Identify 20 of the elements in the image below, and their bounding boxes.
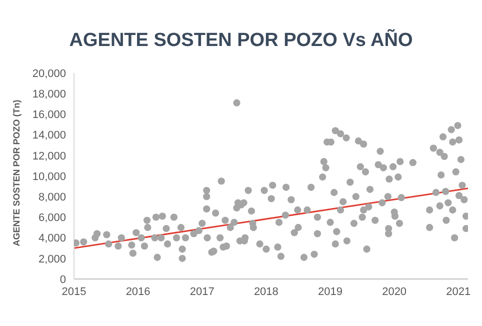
y-tick-label: 2,000 <box>38 253 66 266</box>
x-tick-label: 2020 <box>382 286 407 298</box>
y-axis-title: AGENTE SOSTEN POR POZO (Tn) <box>11 100 22 246</box>
y-tick-label: 6,000 <box>38 212 66 224</box>
x-tick-label: 2018 <box>254 286 278 298</box>
y-tick-label: 18,000 <box>32 88 66 101</box>
x-tick-label: 2016 <box>126 286 150 298</box>
y-tick-label: 4,000 <box>38 232 66 245</box>
y-tick-label: 0 <box>60 274 66 286</box>
x-tick-label: 2015 <box>62 286 86 298</box>
x-tick-label: 2019 <box>318 286 342 298</box>
y-tick-label: 20,000 <box>32 68 66 80</box>
y-tick-label: 16,000 <box>32 109 66 122</box>
chart-title: AGENTE SOSTEN POR POZO Vs AÑO <box>68 28 414 53</box>
y-tick-label: 14,000 <box>32 130 66 142</box>
y-tick-label: 12,000 <box>32 150 66 162</box>
y-tick-label: 10,000 <box>32 170 66 183</box>
y-tick-label: 8,000 <box>38 192 66 204</box>
x-tick-label: 2021 <box>446 286 471 298</box>
x-tick-label: 2017 <box>190 286 214 298</box>
